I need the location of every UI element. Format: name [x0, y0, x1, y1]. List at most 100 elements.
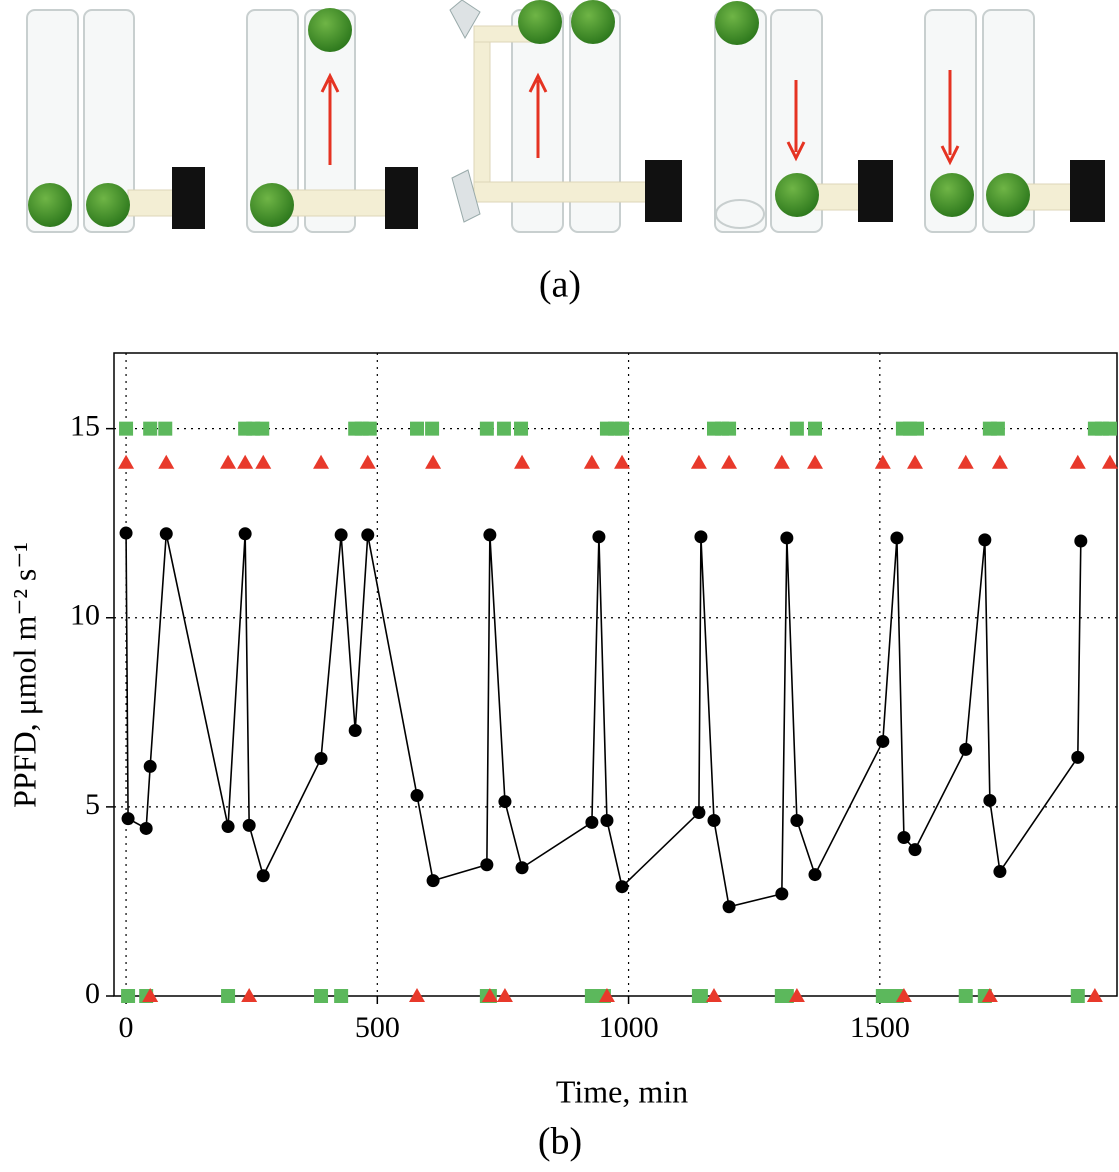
- panel-a: [26, 0, 1105, 233]
- event-marker: [1102, 421, 1117, 436]
- event-marker: [690, 454, 707, 469]
- event-marker: [237, 454, 254, 469]
- event-marker: [991, 454, 1008, 469]
- data-point: [515, 861, 529, 875]
- event-marker: [773, 454, 790, 469]
- event-marker: [514, 421, 529, 436]
- event-marker: [614, 454, 631, 469]
- data-point: [256, 869, 270, 883]
- event-marker: [906, 454, 923, 469]
- event-marker: [957, 454, 974, 469]
- data-point: [119, 526, 133, 540]
- data-point: [121, 812, 135, 826]
- data-point: [897, 831, 911, 845]
- data-point: [242, 818, 256, 832]
- event-marker: [496, 988, 513, 1002]
- event-marker: [722, 421, 737, 436]
- data-point: [498, 795, 512, 809]
- data-point: [876, 734, 890, 748]
- event-marker: [874, 454, 891, 469]
- x-tick-label: 500: [355, 1011, 400, 1044]
- data-point: [978, 533, 992, 547]
- data-point: [808, 868, 822, 882]
- data-point: [159, 527, 173, 541]
- data-point: [615, 880, 629, 894]
- data-point: [790, 813, 804, 827]
- event-marker: [410, 421, 425, 436]
- event-marker: [221, 989, 236, 1003]
- event-marker: [598, 988, 615, 1002]
- y-tick-label: 10: [70, 599, 100, 632]
- event-marker: [121, 989, 136, 1003]
- setup-1: [26, 9, 205, 233]
- data-point: [139, 821, 153, 835]
- event-marker: [1070, 989, 1085, 1003]
- x-axis-label: Time, min: [556, 1073, 688, 1109]
- event-marker: [1069, 454, 1086, 469]
- event-marker: [158, 454, 175, 469]
- event-marker: [721, 454, 738, 469]
- data-point: [483, 528, 497, 542]
- data-point: [585, 815, 599, 829]
- event-marker: [158, 421, 173, 436]
- event-marker: [990, 421, 1005, 436]
- data-point: [694, 530, 708, 544]
- event-marker: [220, 454, 237, 469]
- x-tick-label: 0: [119, 1011, 134, 1044]
- setup-3: [449, 0, 682, 233]
- event-marker: [359, 454, 376, 469]
- setup-2: [246, 8, 418, 233]
- event-marker: [806, 454, 823, 469]
- y-axis-label: PPFD, μmol m⁻² s⁻¹: [6, 542, 42, 808]
- data-point: [775, 887, 789, 901]
- event-marker: [1086, 988, 1103, 1002]
- event-marker: [119, 421, 134, 436]
- data-point: [334, 528, 348, 542]
- event-marker: [255, 454, 272, 469]
- y-tick-label: 15: [70, 410, 100, 443]
- event-marker: [1101, 454, 1118, 469]
- data-point: [780, 531, 794, 545]
- event-marker: [807, 421, 822, 436]
- event-marker: [895, 988, 912, 1002]
- y-tick-label: 0: [85, 977, 100, 1010]
- event-marker: [788, 988, 805, 1002]
- event-marker: [496, 421, 511, 436]
- data-line: [125, 533, 1082, 908]
- event-marker: [334, 989, 349, 1003]
- event-marker: [142, 988, 159, 1002]
- data-point: [908, 843, 922, 857]
- panel-a-caption: (a): [539, 264, 581, 306]
- setup-4: [714, 1, 893, 233]
- event-marker: [910, 421, 925, 436]
- event-marker: [118, 454, 135, 469]
- event-marker: [143, 421, 158, 436]
- y-tick-label: 5: [85, 788, 100, 821]
- event-marker: [514, 454, 531, 469]
- data-point: [1074, 534, 1088, 548]
- panel-b-caption: (b): [538, 1121, 582, 1163]
- event-marker: [314, 989, 329, 1003]
- data-point: [600, 813, 614, 827]
- event-marker: [693, 989, 708, 1003]
- plot-frame: [113, 352, 1118, 997]
- event-marker: [958, 989, 973, 1003]
- event-marker: [425, 454, 442, 469]
- event-marker: [583, 454, 600, 469]
- event-marker: [409, 988, 426, 1002]
- event-marker: [241, 988, 258, 1002]
- data-point: [722, 900, 736, 914]
- data-point: [1071, 750, 1085, 764]
- event-marker: [789, 421, 804, 436]
- data-point: [959, 742, 973, 756]
- data-point: [890, 531, 904, 545]
- x-tick-label: 1500: [850, 1011, 910, 1044]
- event-marker: [425, 421, 440, 436]
- setup-5: [924, 9, 1105, 233]
- event-marker: [362, 421, 377, 436]
- data-point: [348, 723, 362, 737]
- x-tick-label: 1000: [599, 1011, 659, 1044]
- event-marker: [615, 421, 630, 436]
